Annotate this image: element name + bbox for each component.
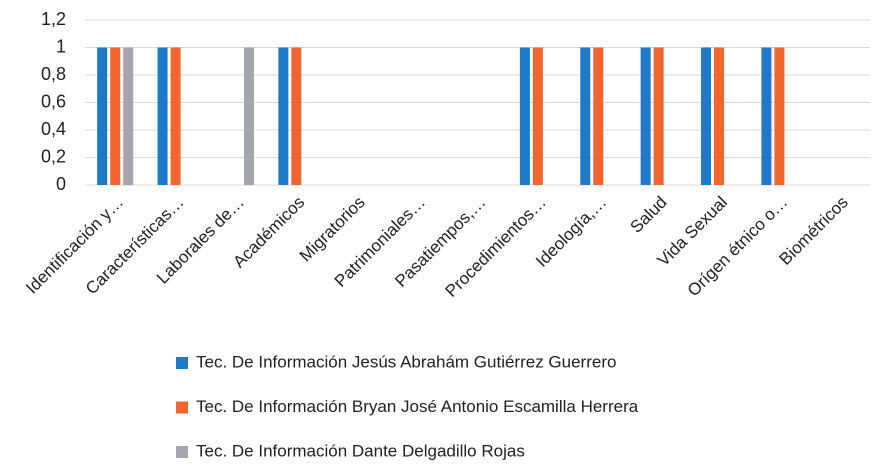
bar (243, 47, 254, 185)
bar (291, 47, 302, 185)
bar (593, 47, 604, 185)
bar (532, 47, 543, 185)
y-tick-label: 1,2 (41, 9, 66, 29)
legend-swatch (176, 401, 188, 414)
y-tick-label: 0,2 (41, 146, 66, 166)
y-tick-label: 1 (56, 36, 66, 56)
bar (761, 47, 772, 185)
legend-label: Tec. De Información Bryan José Antonio E… (196, 397, 639, 416)
bar (123, 47, 134, 185)
y-tick-label: 0,8 (41, 64, 66, 84)
bar (774, 47, 785, 185)
bar (519, 47, 530, 185)
y-tick-label: 0,6 (41, 91, 66, 111)
bar (701, 47, 712, 185)
bar (640, 47, 651, 185)
bar (157, 47, 168, 185)
bar (110, 47, 121, 185)
legend-swatch (176, 446, 188, 458)
bar (714, 47, 725, 185)
bar (278, 47, 289, 185)
bar (170, 47, 181, 185)
bar (653, 47, 664, 185)
y-tick-label: 0,4 (41, 119, 66, 139)
legend-swatch (176, 357, 188, 369)
bar (97, 47, 108, 185)
x-tick-label: Procedimientos… (442, 193, 550, 301)
y-tick-label: 0 (56, 174, 66, 194)
legend-label: Tec. De Información Dante Delgadillo Roj… (196, 441, 525, 460)
legend-label: Tec. De Información Jesús Abrahám Gutiér… (196, 352, 616, 371)
x-tick-label: Orígen étnico o… (684, 193, 792, 301)
x-tick-label: Salud (626, 193, 670, 237)
bar (580, 47, 591, 185)
